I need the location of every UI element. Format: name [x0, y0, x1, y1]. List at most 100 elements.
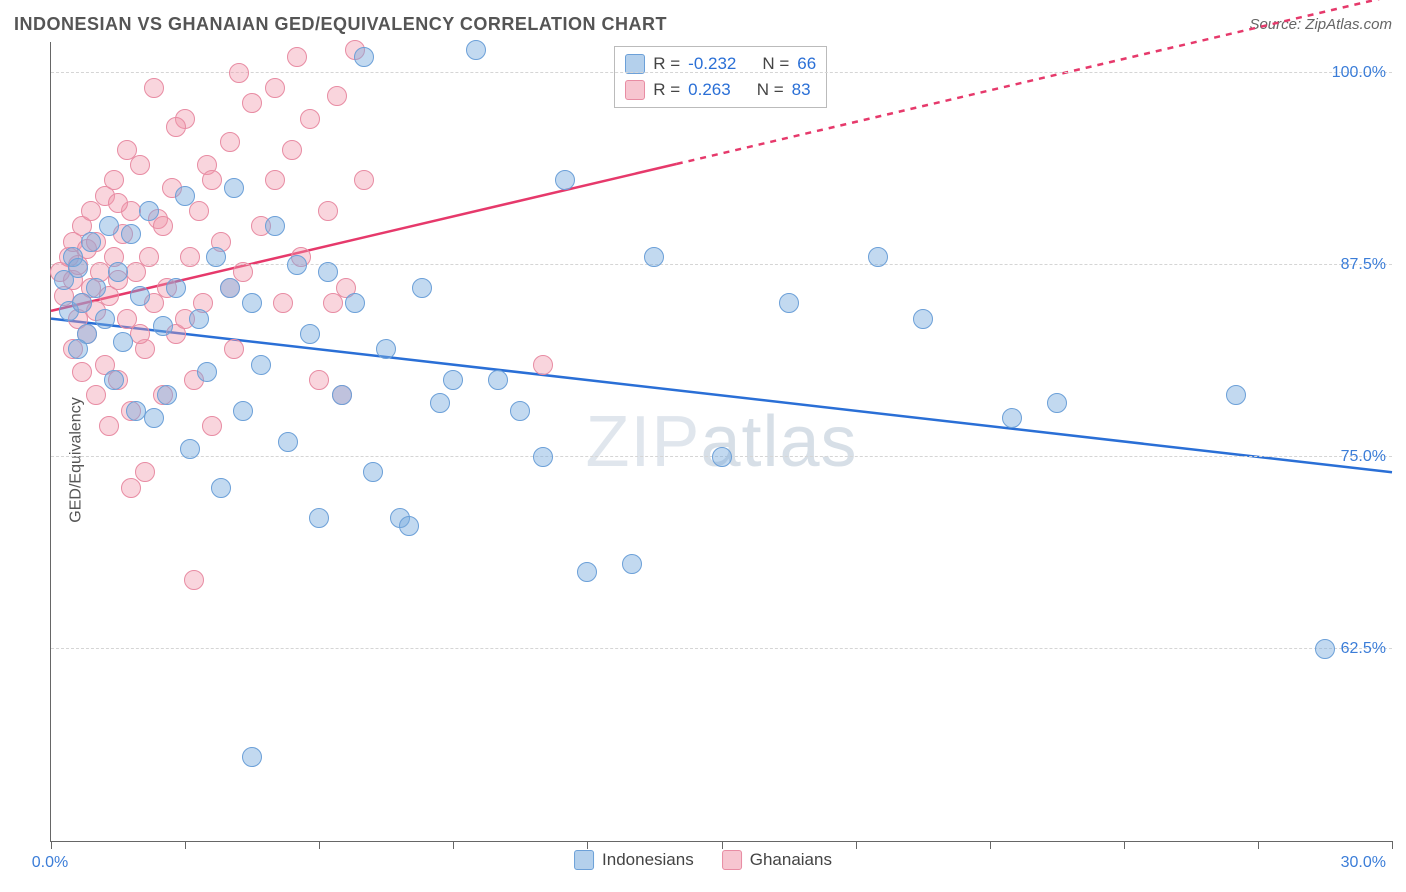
- swatch-icon: [625, 80, 645, 100]
- data-point: [220, 132, 240, 152]
- data-point: [108, 193, 128, 213]
- data-point: [300, 324, 320, 344]
- data-point: [86, 278, 106, 298]
- data-point: [189, 201, 209, 221]
- swatch-icon: [574, 850, 594, 870]
- data-point: [712, 447, 732, 467]
- data-point: [278, 432, 298, 452]
- data-point: [99, 416, 119, 436]
- data-point: [139, 201, 159, 221]
- data-point: [309, 370, 329, 390]
- y-tick-label: 62.5%: [1341, 640, 1386, 658]
- data-point: [1226, 385, 1246, 405]
- legend-label: Ghanaians: [750, 850, 832, 870]
- data-point: [206, 247, 226, 267]
- data-point: [72, 362, 92, 382]
- data-point: [121, 478, 141, 498]
- data-point: [327, 86, 347, 106]
- legend-item: Ghanaians: [722, 850, 832, 870]
- chart-title: INDONESIAN VS GHANAIAN GED/EQUIVALENCY C…: [14, 14, 667, 35]
- data-point: [354, 170, 374, 190]
- data-point: [220, 278, 240, 298]
- gridline: [51, 72, 1392, 73]
- data-point: [242, 293, 262, 313]
- data-point: [144, 78, 164, 98]
- data-point: [153, 216, 173, 236]
- n-value: 66: [797, 51, 816, 77]
- data-point: [300, 109, 320, 129]
- data-point: [622, 554, 642, 574]
- data-point: [95, 309, 115, 329]
- data-point: [443, 370, 463, 390]
- data-point: [224, 178, 244, 198]
- data-point: [555, 170, 575, 190]
- data-point: [130, 324, 150, 344]
- y-tick-label: 75.0%: [1341, 448, 1386, 466]
- data-point: [318, 201, 338, 221]
- data-point: [345, 293, 365, 313]
- data-point: [309, 508, 329, 528]
- data-point: [99, 216, 119, 236]
- data-point: [166, 278, 186, 298]
- data-point: [104, 370, 124, 390]
- data-point: [287, 47, 307, 67]
- data-point: [287, 255, 307, 275]
- data-point: [144, 408, 164, 428]
- stats-row: R =0.263N =83: [625, 77, 816, 103]
- data-point: [184, 570, 204, 590]
- data-point: [242, 93, 262, 113]
- data-point: [323, 293, 343, 313]
- data-point: [180, 247, 200, 267]
- data-point: [189, 309, 209, 329]
- data-point: [211, 478, 231, 498]
- swatch-icon: [722, 850, 742, 870]
- x-axis-area: 0.0% IndonesiansGhanaians 30.0%: [14, 842, 1392, 878]
- x-tick: [1392, 841, 1393, 849]
- watermark-b: atlas: [700, 402, 857, 482]
- data-point: [488, 370, 508, 390]
- data-point: [1315, 639, 1335, 659]
- data-point: [466, 40, 486, 60]
- r-value: 0.263: [688, 77, 731, 103]
- r-label: R =: [653, 51, 680, 77]
- data-point: [130, 155, 150, 175]
- data-point: [108, 262, 128, 282]
- data-point: [117, 140, 137, 160]
- data-point: [157, 385, 177, 405]
- stats-row: R = -0.232 N = 66: [625, 51, 816, 77]
- data-point: [139, 247, 159, 267]
- r-label: R =: [653, 77, 680, 103]
- data-point: [533, 447, 553, 467]
- data-point: [644, 247, 664, 267]
- data-point: [376, 339, 396, 359]
- data-point: [224, 339, 244, 359]
- gridline: [51, 648, 1392, 649]
- plot-area: ZIPatlas R =-0.232N =66R =0.263N =83 62.…: [50, 42, 1392, 842]
- data-point: [68, 339, 88, 359]
- y-tick-label: 87.5%: [1341, 256, 1386, 274]
- data-point: [399, 516, 419, 536]
- data-point: [265, 170, 285, 190]
- source-label: Source: ZipAtlas.com: [1249, 16, 1392, 33]
- y-tick-label: 100.0%: [1332, 64, 1386, 82]
- data-point: [113, 332, 133, 352]
- data-point: [430, 393, 450, 413]
- data-point: [202, 416, 222, 436]
- data-point: [166, 117, 186, 137]
- trend-lines-svg: [51, 42, 1392, 841]
- legend-item: Indonesians: [574, 850, 694, 870]
- data-point: [913, 309, 933, 329]
- data-point: [251, 355, 271, 375]
- r-value: -0.232: [688, 51, 736, 77]
- data-point: [104, 170, 124, 190]
- watermark: ZIPatlas: [585, 401, 857, 483]
- data-point: [229, 63, 249, 83]
- n-label: N =: [757, 77, 784, 103]
- n-label: N =: [762, 51, 789, 77]
- stats-box: R =-0.232N =66R =0.263N =83: [614, 46, 827, 108]
- data-point: [197, 362, 217, 382]
- data-point: [282, 140, 302, 160]
- data-point: [68, 258, 88, 278]
- data-point: [242, 747, 262, 767]
- data-point: [273, 293, 293, 313]
